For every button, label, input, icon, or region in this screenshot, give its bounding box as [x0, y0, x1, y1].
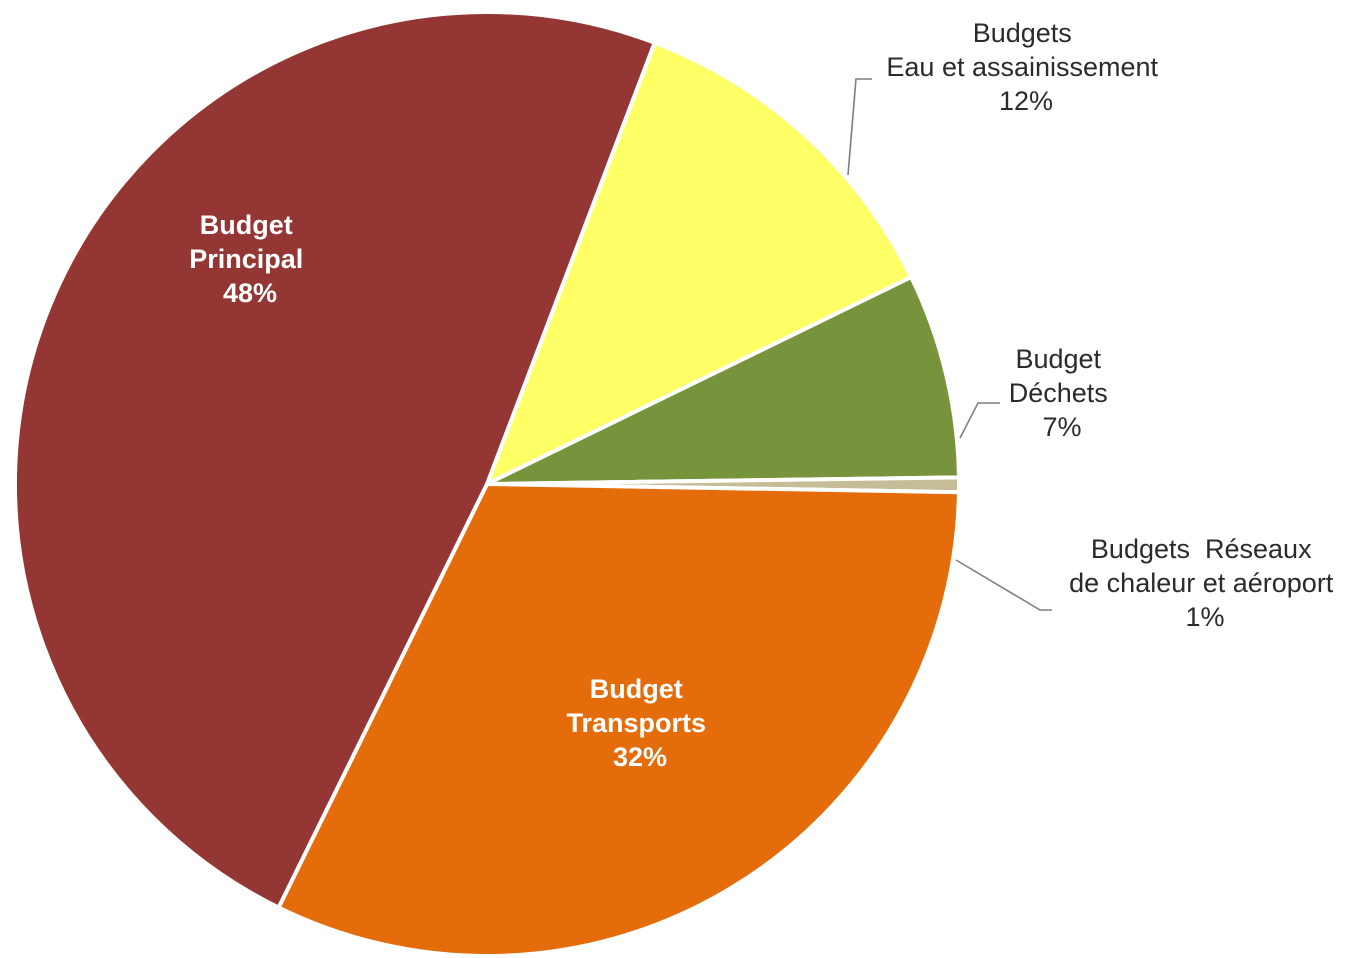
slice-label-reseaux-pct: 1% — [1185, 602, 1224, 632]
pie-slice-eau — [485, 40, 914, 486]
leader-lines — [847, 78, 1052, 611]
slice-label-principal-line2: Principal — [189, 244, 303, 274]
slice-label-principal-pct: 48% — [223, 278, 277, 308]
slice-label-reseaux-line2: de chaleur et aéroport — [1069, 568, 1334, 598]
slice-label-eau-pct: 12% — [999, 86, 1053, 116]
leader-line-eau — [847, 78, 872, 176]
pie-slice-transports — [276, 482, 961, 958]
slice-label-eau-line1: Budgets — [973, 18, 1072, 48]
slice-label-eau: Budgets Eau et assainissement 12% — [886, 18, 1165, 116]
slice-label-reseaux: Budgets Réseaux de chaleur et aéroport 1… — [1069, 534, 1341, 632]
leader-line-reseaux — [955, 559, 1052, 611]
slice-label-principal: Budget Principal 48% — [189, 210, 311, 308]
slice-label-dechets-line1: Budget — [1015, 344, 1101, 374]
slice-label-transports: Budget Transports 32% — [566, 674, 713, 772]
slice-label-dechets-pct: 7% — [1042, 412, 1081, 442]
slice-label-reseaux-line1: Budgets Réseaux — [1091, 534, 1312, 564]
slice-label-dechets-line2: Déchets — [1009, 378, 1108, 408]
leader-line-dechets — [959, 402, 1000, 439]
slice-label-transports-line2: Transports — [566, 708, 706, 738]
slice-label-principal-line1: Budget — [200, 210, 293, 240]
slice-label-eau-line2: Eau et assainissement — [886, 52, 1158, 82]
slice-label-dechets: Budget Déchets 7% — [1009, 344, 1116, 442]
slice-label-transports-pct: 32% — [613, 742, 667, 772]
pie-slice-dechets — [485, 275, 961, 486]
pie-slice-principal — [12, 10, 657, 910]
pie-slices — [12, 10, 961, 958]
slice-label-transports-line1: Budget — [590, 674, 683, 704]
